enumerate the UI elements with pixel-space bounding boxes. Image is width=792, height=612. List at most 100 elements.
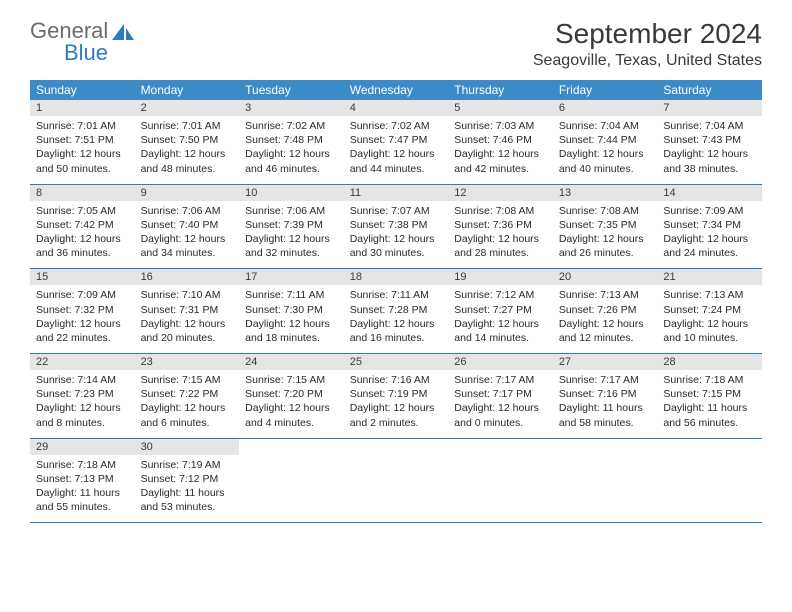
day-body: Sunrise: 7:08 AMSunset: 7:36 PMDaylight:… [448, 201, 553, 269]
day-number: 21 [657, 269, 762, 285]
day-body: Sunrise: 7:02 AMSunset: 7:47 PMDaylight:… [344, 116, 449, 184]
day-body: Sunrise: 7:10 AMSunset: 7:31 PMDaylight:… [135, 285, 240, 353]
day-number: 28 [657, 354, 762, 370]
day-cell: 11Sunrise: 7:07 AMSunset: 7:38 PMDayligh… [344, 185, 449, 269]
day-cell: 15Sunrise: 7:09 AMSunset: 7:32 PMDayligh… [30, 269, 135, 353]
day-cell: 22Sunrise: 7:14 AMSunset: 7:23 PMDayligh… [30, 354, 135, 438]
day-number: 15 [30, 269, 135, 285]
day-number: 8 [30, 185, 135, 201]
day-cell: 3Sunrise: 7:02 AMSunset: 7:48 PMDaylight… [239, 100, 344, 184]
day-body: Sunrise: 7:13 AMSunset: 7:24 PMDaylight:… [657, 285, 762, 353]
calendar: SundayMondayTuesdayWednesdayThursdayFrid… [30, 80, 762, 523]
day-body: Sunrise: 7:15 AMSunset: 7:20 PMDaylight:… [239, 370, 344, 438]
day-body: Sunrise: 7:04 AMSunset: 7:44 PMDaylight:… [553, 116, 658, 184]
day-number: 4 [344, 100, 449, 116]
day-cell: 8Sunrise: 7:05 AMSunset: 7:42 PMDaylight… [30, 185, 135, 269]
day-cell [657, 439, 762, 523]
day-number: 17 [239, 269, 344, 285]
day-body: Sunrise: 7:06 AMSunset: 7:40 PMDaylight:… [135, 201, 240, 269]
day-cell: 4Sunrise: 7:02 AMSunset: 7:47 PMDaylight… [344, 100, 449, 184]
weekday-header: Saturday [657, 80, 762, 100]
day-cell: 5Sunrise: 7:03 AMSunset: 7:46 PMDaylight… [448, 100, 553, 184]
day-cell: 26Sunrise: 7:17 AMSunset: 7:17 PMDayligh… [448, 354, 553, 438]
weekday-header: Thursday [448, 80, 553, 100]
day-body: Sunrise: 7:12 AMSunset: 7:27 PMDaylight:… [448, 285, 553, 353]
day-body: Sunrise: 7:18 AMSunset: 7:15 PMDaylight:… [657, 370, 762, 438]
day-cell: 21Sunrise: 7:13 AMSunset: 7:24 PMDayligh… [657, 269, 762, 353]
day-cell: 1Sunrise: 7:01 AMSunset: 7:51 PMDaylight… [30, 100, 135, 184]
day-body: Sunrise: 7:18 AMSunset: 7:13 PMDaylight:… [30, 455, 135, 523]
header: General Blue September 2024 Seagoville, … [30, 18, 762, 70]
week-row: 29Sunrise: 7:18 AMSunset: 7:13 PMDayligh… [30, 439, 762, 524]
weekday-header: Friday [553, 80, 658, 100]
day-cell: 2Sunrise: 7:01 AMSunset: 7:50 PMDaylight… [135, 100, 240, 184]
day-number: 18 [344, 269, 449, 285]
day-cell: 20Sunrise: 7:13 AMSunset: 7:26 PMDayligh… [553, 269, 658, 353]
day-number: 26 [448, 354, 553, 370]
weekday-header: Wednesday [344, 80, 449, 100]
day-body: Sunrise: 7:17 AMSunset: 7:16 PMDaylight:… [553, 370, 658, 438]
week-row: 22Sunrise: 7:14 AMSunset: 7:23 PMDayligh… [30, 354, 762, 439]
day-body: Sunrise: 7:09 AMSunset: 7:34 PMDaylight:… [657, 201, 762, 269]
day-number: 7 [657, 100, 762, 116]
day-cell: 19Sunrise: 7:12 AMSunset: 7:27 PMDayligh… [448, 269, 553, 353]
day-body: Sunrise: 7:11 AMSunset: 7:30 PMDaylight:… [239, 285, 344, 353]
day-number: 22 [30, 354, 135, 370]
day-cell: 14Sunrise: 7:09 AMSunset: 7:34 PMDayligh… [657, 185, 762, 269]
day-body: Sunrise: 7:14 AMSunset: 7:23 PMDaylight:… [30, 370, 135, 438]
day-body: Sunrise: 7:02 AMSunset: 7:48 PMDaylight:… [239, 116, 344, 184]
week-row: 1Sunrise: 7:01 AMSunset: 7:51 PMDaylight… [30, 100, 762, 185]
day-number: 24 [239, 354, 344, 370]
day-number: 14 [657, 185, 762, 201]
day-body: Sunrise: 7:04 AMSunset: 7:43 PMDaylight:… [657, 116, 762, 184]
day-body: Sunrise: 7:08 AMSunset: 7:35 PMDaylight:… [553, 201, 658, 269]
day-cell: 16Sunrise: 7:10 AMSunset: 7:31 PMDayligh… [135, 269, 240, 353]
location: Seagoville, Texas, United States [533, 52, 762, 70]
day-number: 23 [135, 354, 240, 370]
day-cell: 6Sunrise: 7:04 AMSunset: 7:44 PMDaylight… [553, 100, 658, 184]
logo-blue: Blue [64, 40, 108, 66]
day-cell: 9Sunrise: 7:06 AMSunset: 7:40 PMDaylight… [135, 185, 240, 269]
weekday-header: Monday [135, 80, 240, 100]
week-row: 8Sunrise: 7:05 AMSunset: 7:42 PMDaylight… [30, 185, 762, 270]
day-cell [553, 439, 658, 523]
day-number: 12 [448, 185, 553, 201]
day-number: 25 [344, 354, 449, 370]
day-cell: 13Sunrise: 7:08 AMSunset: 7:35 PMDayligh… [553, 185, 658, 269]
logo-sail-icon [110, 22, 136, 44]
day-cell: 30Sunrise: 7:19 AMSunset: 7:12 PMDayligh… [135, 439, 240, 523]
day-cell: 25Sunrise: 7:16 AMSunset: 7:19 PMDayligh… [344, 354, 449, 438]
day-body: Sunrise: 7:05 AMSunset: 7:42 PMDaylight:… [30, 201, 135, 269]
day-body: Sunrise: 7:03 AMSunset: 7:46 PMDaylight:… [448, 116, 553, 184]
day-number: 1 [30, 100, 135, 116]
day-cell: 27Sunrise: 7:17 AMSunset: 7:16 PMDayligh… [553, 354, 658, 438]
day-cell: 24Sunrise: 7:15 AMSunset: 7:20 PMDayligh… [239, 354, 344, 438]
day-number: 6 [553, 100, 658, 116]
weekday-row: SundayMondayTuesdayWednesdayThursdayFrid… [30, 80, 762, 100]
day-body: Sunrise: 7:11 AMSunset: 7:28 PMDaylight:… [344, 285, 449, 353]
day-body: Sunrise: 7:06 AMSunset: 7:39 PMDaylight:… [239, 201, 344, 269]
day-number: 9 [135, 185, 240, 201]
page-title: September 2024 [533, 18, 762, 50]
day-cell: 28Sunrise: 7:18 AMSunset: 7:15 PMDayligh… [657, 354, 762, 438]
day-cell: 10Sunrise: 7:06 AMSunset: 7:39 PMDayligh… [239, 185, 344, 269]
day-number: 5 [448, 100, 553, 116]
day-body: Sunrise: 7:16 AMSunset: 7:19 PMDaylight:… [344, 370, 449, 438]
day-body: Sunrise: 7:09 AMSunset: 7:32 PMDaylight:… [30, 285, 135, 353]
weekday-header: Sunday [30, 80, 135, 100]
day-body: Sunrise: 7:19 AMSunset: 7:12 PMDaylight:… [135, 455, 240, 523]
day-number: 2 [135, 100, 240, 116]
day-cell [448, 439, 553, 523]
day-number: 29 [30, 439, 135, 455]
day-cell: 29Sunrise: 7:18 AMSunset: 7:13 PMDayligh… [30, 439, 135, 523]
day-body: Sunrise: 7:07 AMSunset: 7:38 PMDaylight:… [344, 201, 449, 269]
weekday-header: Tuesday [239, 80, 344, 100]
weeks-container: 1Sunrise: 7:01 AMSunset: 7:51 PMDaylight… [30, 100, 762, 523]
title-block: September 2024 Seagoville, Texas, United… [533, 18, 762, 70]
day-cell: 7Sunrise: 7:04 AMSunset: 7:43 PMDaylight… [657, 100, 762, 184]
logo: General Blue [30, 18, 136, 66]
day-body: Sunrise: 7:01 AMSunset: 7:51 PMDaylight:… [30, 116, 135, 184]
day-number: 16 [135, 269, 240, 285]
day-cell: 12Sunrise: 7:08 AMSunset: 7:36 PMDayligh… [448, 185, 553, 269]
day-body: Sunrise: 7:15 AMSunset: 7:22 PMDaylight:… [135, 370, 240, 438]
